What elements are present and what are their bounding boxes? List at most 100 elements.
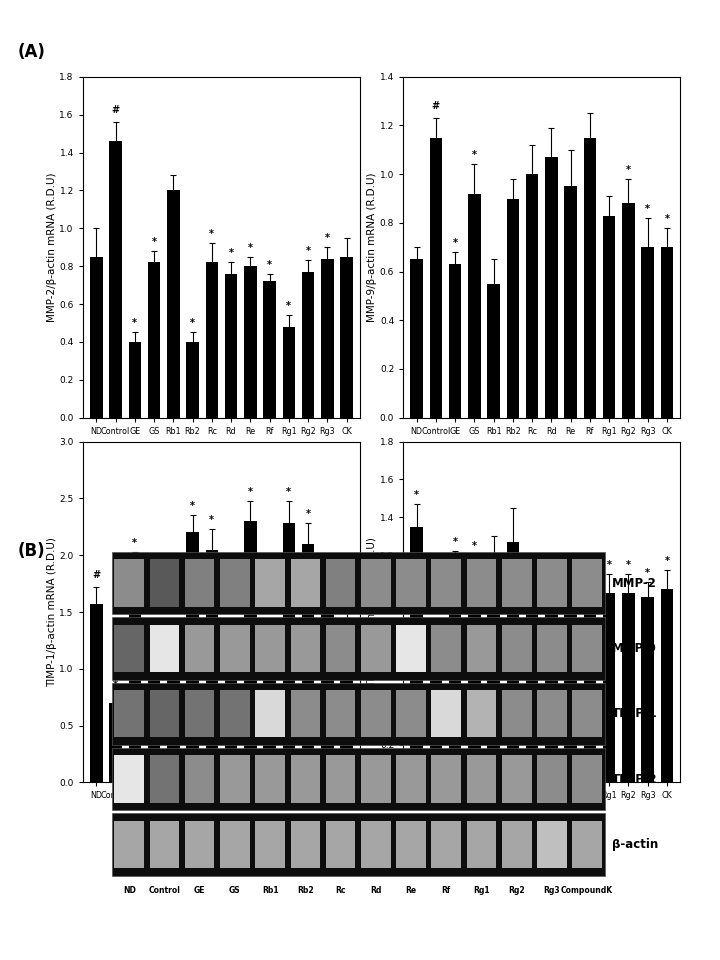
Bar <box>642 597 654 782</box>
Y-axis label: MMP-2/β-actin mRNA (R.D.U): MMP-2/β-actin mRNA (R.D.U) <box>47 173 57 322</box>
Bar <box>244 266 256 418</box>
Text: Rb1: Rb1 <box>262 886 279 895</box>
Text: *: * <box>626 165 631 175</box>
Bar <box>341 256 353 418</box>
Text: Re: Re <box>405 886 417 895</box>
Text: *: * <box>171 620 176 631</box>
Bar <box>622 593 635 782</box>
Bar <box>109 703 122 782</box>
Text: MMP-2: MMP-2 <box>612 577 657 589</box>
Text: *: * <box>190 319 195 328</box>
Text: *: * <box>607 560 612 570</box>
Text: Rg2: Rg2 <box>508 886 525 895</box>
Text: *: * <box>472 541 477 551</box>
Text: GS: GS <box>229 886 240 895</box>
Bar <box>302 543 315 782</box>
Bar <box>90 604 102 782</box>
Bar <box>642 248 654 418</box>
Y-axis label: MMP-9/β-actin mRNA (R.D.U): MMP-9/β-actin mRNA (R.D.U) <box>367 173 377 322</box>
Bar <box>468 194 481 418</box>
Text: *: * <box>453 538 458 547</box>
Bar <box>186 533 199 782</box>
Text: *: * <box>132 538 138 548</box>
Text: *: * <box>626 560 631 570</box>
Text: *: * <box>228 249 233 258</box>
Bar <box>90 256 102 418</box>
Bar <box>302 272 315 418</box>
Text: *: * <box>248 487 253 496</box>
Bar <box>128 342 141 418</box>
Bar <box>128 580 141 782</box>
Text: *: * <box>305 510 310 519</box>
Text: *: * <box>151 237 156 247</box>
Bar <box>526 589 539 782</box>
Text: β-actin: β-actin <box>612 838 658 851</box>
Text: *: * <box>645 204 650 214</box>
Bar <box>205 549 218 782</box>
Text: #: # <box>112 106 120 115</box>
Bar <box>205 262 218 418</box>
Text: *: * <box>287 487 292 496</box>
Bar <box>507 542 519 782</box>
Text: *: * <box>665 214 670 224</box>
Bar <box>564 186 577 418</box>
Text: #: # <box>92 570 100 580</box>
Text: *: * <box>305 247 310 256</box>
Text: GE: GE <box>194 886 205 895</box>
Bar <box>321 258 333 418</box>
Bar <box>449 264 462 418</box>
Text: *: * <box>325 233 330 243</box>
Bar <box>603 216 616 418</box>
Text: *: * <box>210 515 215 525</box>
Bar <box>584 137 596 418</box>
Text: *: * <box>267 259 272 270</box>
Bar <box>545 157 558 418</box>
Bar <box>264 281 276 418</box>
Bar <box>148 669 161 782</box>
Text: *: * <box>210 229 215 239</box>
Bar <box>225 669 238 782</box>
Text: Rd: Rd <box>370 886 382 895</box>
Bar <box>341 623 353 782</box>
Text: (B): (B) <box>18 542 45 561</box>
Bar <box>507 199 519 418</box>
Bar <box>282 523 295 782</box>
Text: ND: ND <box>123 886 135 895</box>
Text: Rc: Rc <box>336 886 346 895</box>
Text: Control: Control <box>148 886 181 895</box>
Text: *: * <box>665 556 670 566</box>
Bar <box>430 137 442 418</box>
Text: TIMP-1: TIMP-1 <box>612 708 657 720</box>
Text: *: * <box>588 560 593 570</box>
Text: Rb2: Rb2 <box>297 886 314 895</box>
Text: *: * <box>113 680 118 689</box>
Bar <box>449 574 462 782</box>
Bar <box>282 326 295 418</box>
Text: *: * <box>472 151 477 160</box>
Text: *: * <box>344 591 349 601</box>
Bar <box>321 607 333 782</box>
Text: #: # <box>432 102 440 111</box>
Bar <box>468 574 481 782</box>
Text: Rf: Rf <box>441 886 451 895</box>
Bar <box>244 521 256 782</box>
Y-axis label: TIMP-1/β-actin mRNA (R.D.U): TIMP-1/β-actin mRNA (R.D.U) <box>47 537 57 687</box>
Bar <box>148 262 161 418</box>
Bar <box>487 584 500 782</box>
Bar <box>661 248 673 418</box>
Text: Rg3: Rg3 <box>544 886 560 895</box>
Bar <box>109 141 122 418</box>
Text: *: * <box>287 301 292 311</box>
Y-axis label: TIMP-2/β-actin mRNA (R.D.U): TIMP-2/β-actin mRNA (R.D.U) <box>367 537 377 687</box>
Bar <box>526 174 539 418</box>
Text: TIMP-2: TIMP-2 <box>612 773 657 785</box>
Bar <box>603 593 616 782</box>
Text: *: * <box>645 567 650 578</box>
Text: (A): (A) <box>18 43 46 61</box>
Bar <box>186 342 199 418</box>
Bar <box>584 593 596 782</box>
Bar <box>564 593 577 782</box>
Bar <box>410 259 423 418</box>
Text: *: * <box>325 576 330 587</box>
Bar <box>167 652 179 782</box>
